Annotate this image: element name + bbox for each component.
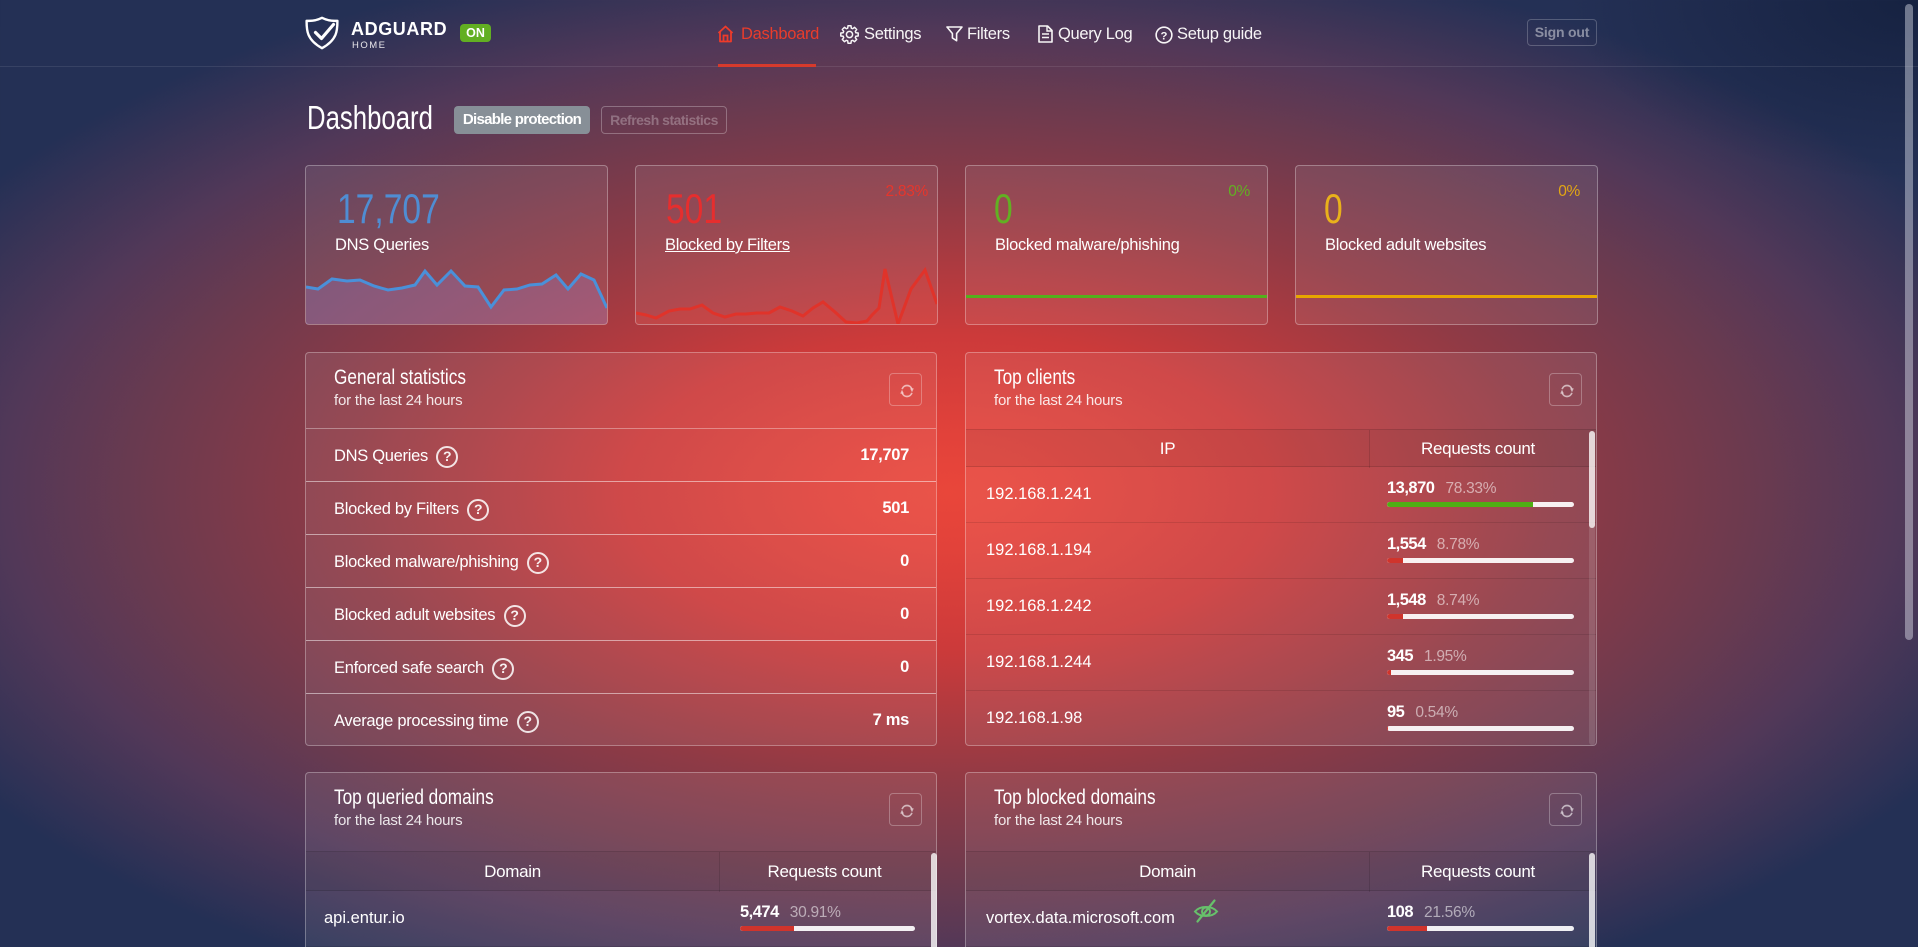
svg-text:?: ? (1161, 30, 1168, 42)
